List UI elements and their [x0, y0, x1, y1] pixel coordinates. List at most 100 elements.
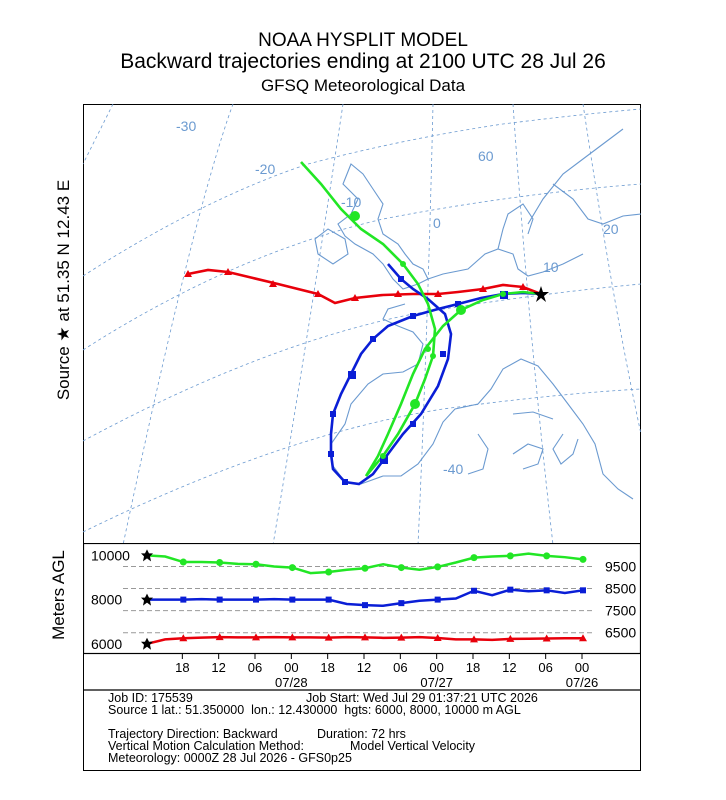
blue-trajectory-marker — [342, 479, 348, 485]
grid-line-6 — [272, 104, 344, 545]
y-tick-right-1: 8500 — [605, 581, 636, 597]
source-star-icon — [533, 286, 549, 302]
grid-label: 60 — [478, 148, 494, 164]
source-star-icon — [141, 637, 153, 650]
green-trajectory-marker — [500, 291, 506, 297]
x-tick-label-4: 18 — [320, 660, 334, 675]
green-height-marker — [434, 563, 442, 571]
x-tick-label-1: 12 — [211, 660, 225, 675]
blue-height-marker — [398, 600, 405, 607]
coastline-5 — [527, 128, 624, 225]
y-tick-right-2: 7500 — [605, 603, 636, 619]
run-info-footer: Job ID: 175539 Job Start: Wed Jul 29 01:… — [83, 690, 641, 771]
grid-label: -20 — [255, 161, 275, 177]
green-trajectory-marker — [400, 261, 406, 267]
grid-line-8 — [512, 104, 554, 545]
grid-label: 0 — [433, 215, 441, 231]
x-tick-label-0: 18 — [175, 660, 189, 675]
coastline-2 — [330, 303, 634, 500]
map-frame — [83, 104, 641, 545]
trajectory-map: -30 -20 -10 0 60 20 10 -40 — [83, 104, 641, 545]
source-star-icon — [141, 549, 153, 562]
coastline-8 — [467, 433, 489, 475]
red-height-marker — [324, 633, 333, 641]
green-height-marker — [252, 560, 260, 568]
blue-trajectory-marker — [398, 276, 404, 282]
y-tick-left-0: 10000 — [91, 547, 130, 563]
red-trajectory-marker — [269, 280, 277, 287]
height-y-ticks: 10000 8000 6000 9500 8500 7500 6500 — [91, 547, 636, 651]
red-trajectory-marker — [519, 283, 527, 290]
x-tick-label-6: 06 — [393, 660, 407, 675]
red-height-marker — [433, 634, 442, 642]
grid-line-7 — [417, 104, 434, 545]
source-location-label: Source ★ at 51.35 N 12.43 E — [54, 180, 73, 400]
x-tick-label-3: 00 — [284, 660, 298, 675]
blue-height-marker — [253, 596, 259, 603]
blue-trajectory-marker — [348, 371, 356, 379]
blue-height-marker — [507, 586, 514, 593]
blue-trajectory-marker — [380, 456, 388, 464]
red-height-marker — [288, 633, 297, 641]
red-height-marker — [542, 634, 551, 642]
coastline-1 — [314, 228, 349, 265]
y-tick-right-3: 6500 — [605, 625, 636, 641]
coastlines — [314, 128, 641, 500]
blue-trajectory-marker — [370, 336, 376, 342]
grid-line-3 — [83, 388, 641, 533]
blue-trajectory-marker — [440, 351, 446, 357]
red-trajectory-marker — [434, 290, 442, 297]
date-label-2: 07/26 — [566, 675, 599, 690]
date-label-0: 07/28 — [275, 675, 308, 690]
green-height-marker — [216, 558, 224, 566]
green-height-marker — [470, 554, 478, 562]
blue-height-marker — [434, 596, 441, 603]
grid-line-0 — [83, 108, 641, 277]
red-height-marker — [397, 633, 406, 641]
blue-height-marker — [289, 596, 296, 603]
grid-line-1 — [83, 183, 641, 351]
x-tick-label-2: 06 — [248, 660, 262, 675]
coastline-6 — [552, 183, 641, 225]
source-info: Source 1 lat.: 51.350000 lon.: 12.430000… — [108, 703, 521, 717]
red-height-marker — [252, 633, 260, 641]
green-trajectory-marker — [430, 353, 436, 359]
height-axis-text: Meters AGL — [49, 550, 68, 640]
red-height-marker — [579, 634, 587, 642]
chart-title: Backward trajectories ending at 2100 UTC… — [120, 50, 606, 73]
job-id: Job ID: 175539 — [108, 691, 193, 705]
coastline-9 — [512, 443, 544, 470]
green-height-marker — [397, 564, 405, 572]
red-trajectory-marker — [351, 294, 359, 301]
date-label-1: 07/27 — [420, 675, 453, 690]
green-height-marker — [579, 555, 587, 563]
blue-height-marker — [216, 596, 223, 603]
red-trajectory-marker — [479, 285, 487, 292]
red-height-marker — [470, 635, 478, 643]
blue-trajectory-marker — [410, 313, 416, 319]
grid-label: 10 — [543, 259, 559, 275]
red-trajectory-marker — [224, 268, 232, 275]
job-start: Job Start: Wed Jul 29 01:37:21 UTC 2026 — [306, 691, 538, 705]
grid-label: -40 — [443, 461, 463, 477]
vertical-method-label: Vertical Motion Calculation Method: — [108, 739, 304, 753]
green-height-marker — [179, 558, 187, 566]
coastline-4 — [497, 203, 534, 250]
green-trajectory-marker — [456, 305, 466, 315]
red-trajectory-marker — [184, 270, 192, 277]
y-tick-left-2: 6000 — [91, 636, 122, 652]
red-height-marker — [215, 633, 224, 641]
green-trajectory-marker — [410, 399, 420, 409]
green-height-marker — [361, 564, 369, 572]
green-height-marker — [288, 564, 296, 572]
grid-labels: -30 -20 -10 0 60 20 10 -40 — [176, 118, 619, 477]
x-tick-label-7: 00 — [429, 660, 443, 675]
coastline-10 — [552, 433, 579, 465]
green-trajectory-marker — [350, 211, 360, 221]
x-tick-label-10: 06 — [538, 660, 552, 675]
meteorological-data-label: GFSQ Meteorological Data — [260, 76, 466, 95]
grid-line-4 — [83, 104, 114, 165]
green-height-marker — [543, 552, 551, 560]
green-trajectory-marker — [380, 453, 386, 459]
